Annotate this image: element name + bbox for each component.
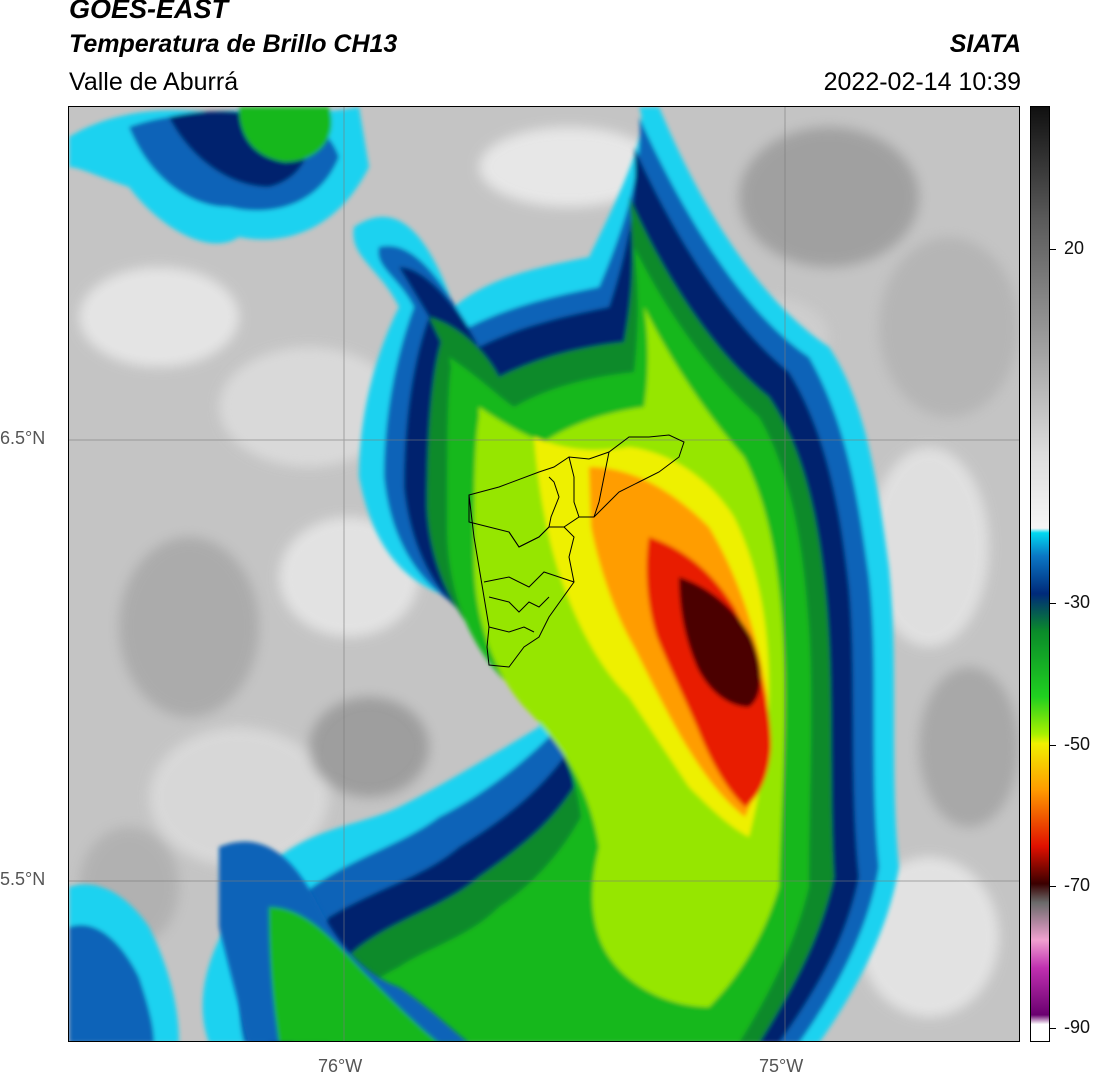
colorbar-label-minus-50: -50	[1064, 734, 1091, 754]
longitude-label-76: 76°W	[318, 1056, 363, 1076]
colorbar-label-minus-70: -70	[1064, 875, 1091, 895]
timestamp: 2022-02-14 10:39	[823, 68, 1021, 96]
colorbar-tick	[1050, 249, 1056, 250]
colorbar	[1030, 106, 1050, 1042]
colorbar-tick	[1050, 745, 1056, 746]
longitude-label-75: 75°W	[759, 1056, 804, 1076]
latitude-label-6-5: 6.5°N	[0, 428, 46, 448]
colorbar-label-minus-30: -30	[1064, 592, 1091, 612]
colorbar-gradient	[1031, 107, 1049, 1041]
latitude-label-5-5: 5.5°N	[0, 869, 46, 889]
colorbar-tick	[1050, 1028, 1056, 1029]
colorbar-tick	[1050, 603, 1056, 604]
valle-de-aburra-boundaries	[468, 434, 685, 668]
satellite-map[interactable]	[68, 106, 1020, 1042]
product-title: Temperatura de Brillo CH13	[69, 30, 398, 58]
satellite-title: GOES-EAST	[69, 0, 229, 24]
region-title: Valle de Aburrá	[69, 68, 239, 96]
colorbar-label-20: 20	[1064, 238, 1085, 258]
colorbar-label-minus-90: -90	[1064, 1017, 1091, 1037]
brightness-temperature-field	[69, 107, 1019, 1041]
colorbar-tick	[1050, 886, 1056, 887]
organization-title: SIATA	[949, 30, 1021, 58]
